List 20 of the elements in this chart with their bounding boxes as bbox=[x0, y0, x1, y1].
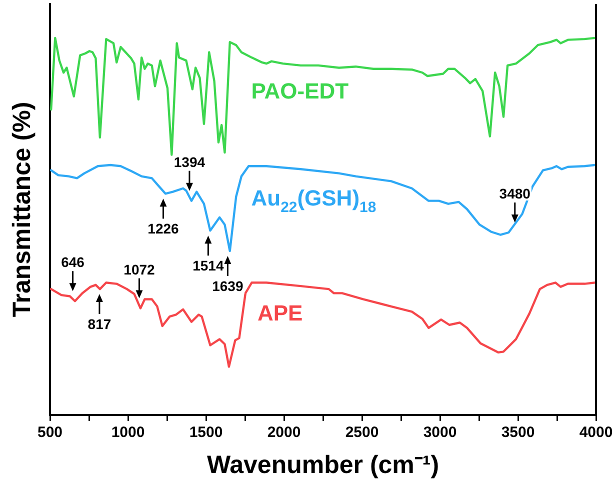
annotation: 3480 bbox=[499, 186, 531, 202]
y-axis-title: Transmittance (%) bbox=[8, 102, 36, 318]
annotation: 1639 bbox=[212, 278, 244, 294]
x-tick-label: 4000 bbox=[579, 424, 613, 442]
series-label: PAO-EDT bbox=[251, 78, 350, 104]
annotation: 1072 bbox=[124, 261, 156, 278]
x-tick-label: 1000 bbox=[111, 424, 145, 442]
annotation: 1514 bbox=[192, 257, 224, 274]
annotation: 817 bbox=[88, 316, 112, 332]
x-tick-label: 500 bbox=[37, 424, 63, 442]
annotation: 1394 bbox=[174, 154, 206, 170]
x-tick-label: 3500 bbox=[501, 424, 535, 442]
x-axis-title: Wavenumber (cm⁻¹) bbox=[206, 450, 440, 479]
x-tick-label: 2500 bbox=[345, 424, 379, 442]
annotation: 646 bbox=[61, 254, 85, 270]
annotation: 1226 bbox=[148, 220, 180, 237]
x-tick-label: 3000 bbox=[423, 424, 457, 442]
x-tick-label: 2000 bbox=[267, 424, 301, 442]
series-label: APE bbox=[257, 300, 303, 326]
x-tick-label: 1500 bbox=[189, 424, 223, 442]
